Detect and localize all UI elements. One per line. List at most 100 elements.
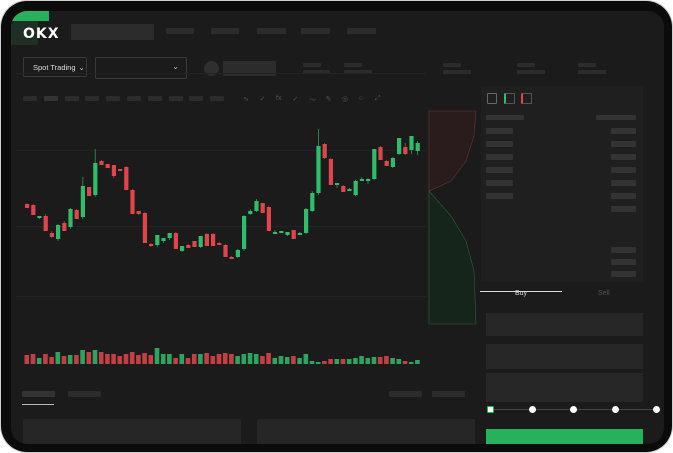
orderbook-bids-icon[interactable] (504, 93, 515, 104)
ask-price[interactable] (486, 128, 513, 134)
tab-open-orders[interactable] (22, 391, 55, 397)
candle-body (335, 183, 340, 185)
volume-bar (129, 352, 135, 364)
volume-bar (185, 358, 191, 364)
volume-bar (272, 358, 278, 364)
price-chart[interactable] (11, 11, 664, 444)
interval-button[interactable] (189, 96, 204, 101)
orderbook-asks-icon[interactable] (521, 93, 532, 104)
circle-icon[interactable]: ○ (358, 95, 363, 102)
candle-body (310, 193, 315, 211)
okx-logo[interactable]: OKX (23, 26, 60, 42)
volume-bar (123, 354, 129, 364)
total-input[interactable] (486, 373, 643, 402)
candle-body (273, 232, 278, 234)
interval-button[interactable] (127, 96, 141, 101)
bid-price[interactable] (11, 21, 38, 27)
tab-sell[interactable]: Sell (598, 290, 610, 297)
volume-bar (328, 359, 333, 364)
orders-card (257, 419, 475, 444)
price-input[interactable] (486, 313, 643, 336)
fx-icon[interactable]: fx (276, 95, 282, 102)
interval-button[interactable] (168, 96, 183, 101)
volume-bar (111, 354, 116, 364)
candle-body (242, 216, 247, 249)
slider-stop[interactable] (528, 406, 536, 413)
interval-button[interactable] (210, 96, 225, 101)
volume-bar (36, 358, 42, 364)
candle-body (279, 231, 284, 233)
bid-price[interactable] (11, 33, 38, 39)
buy-button[interactable] (486, 429, 643, 444)
ask-price[interactable] (486, 154, 513, 160)
ask-price[interactable] (486, 141, 513, 147)
candle-body (316, 146, 321, 193)
candle-body (260, 203, 265, 213)
volume-bar (365, 358, 371, 364)
candle-body (56, 225, 61, 239)
candle-wave-icon[interactable]: ∿ (243, 96, 249, 103)
stat-label (344, 63, 362, 67)
candle-body (211, 234, 216, 246)
interval-button[interactable] (147, 96, 162, 101)
volume-bar (30, 354, 36, 364)
ask-price[interactable] (486, 193, 513, 199)
ask-price[interactable] (486, 167, 513, 173)
orderbook-both-icon[interactable] (487, 93, 497, 104)
stat-label (303, 63, 321, 67)
ask-size (611, 141, 636, 147)
slider-stop[interactable] (653, 406, 660, 413)
check-icon[interactable]: ✓ (292, 96, 299, 103)
slider-stop[interactable] (570, 406, 577, 413)
active-tab-indicator (22, 404, 54, 405)
candle-body (359, 179, 364, 181)
candle-body (415, 143, 420, 151)
slider-handle[interactable] (487, 406, 494, 413)
nav-item[interactable] (166, 28, 194, 34)
interval-button[interactable] (23, 96, 37, 101)
filter-button[interactable] (432, 391, 465, 397)
interval-button[interactable] (106, 96, 121, 101)
volume-bar (408, 362, 414, 364)
candle-body (93, 163, 98, 195)
volume-bar (167, 354, 172, 364)
nav-item[interactable] (211, 28, 239, 34)
volume-bar (74, 355, 79, 364)
candle-body (173, 233, 178, 249)
pencil-icon[interactable]: ✎ (325, 96, 332, 103)
volume-bar (67, 355, 73, 364)
market-select[interactable]: Spot Trading ⌄ (23, 57, 87, 77)
filter-button[interactable] (389, 391, 422, 397)
interval-button[interactable] (64, 96, 79, 101)
nav-item[interactable] (347, 28, 376, 34)
volume-bar (284, 357, 290, 364)
volume-bar (136, 355, 141, 364)
line-icon[interactable]: 〜 (309, 97, 316, 104)
check-icon[interactable]: ✓ (259, 96, 266, 103)
volume-bar (117, 356, 123, 364)
ask-price[interactable] (486, 180, 513, 186)
ask-size (611, 193, 636, 199)
tab-order-history[interactable] (68, 391, 101, 397)
ask-size (611, 206, 636, 212)
orderbook-header (486, 115, 524, 120)
search-bar[interactable] (71, 24, 154, 40)
volume-bar (210, 356, 216, 364)
volume-bar (98, 352, 104, 364)
interval-button[interactable] (85, 96, 100, 101)
bid-price[interactable] (11, 39, 38, 45)
interval-button[interactable] (43, 96, 58, 101)
pair-select[interactable]: ⌄ (95, 57, 187, 79)
expand-icon[interactable]: ⤢ (375, 95, 381, 102)
target-icon[interactable]: ◎ (342, 96, 349, 103)
candle-body (372, 149, 377, 179)
candle-body (105, 164, 110, 168)
amount-input[interactable] (486, 344, 643, 369)
candle-body (397, 138, 402, 154)
nav-item[interactable] (301, 28, 330, 34)
tab-buy[interactable]: Buy (515, 290, 528, 297)
bid-price[interactable] (11, 27, 38, 33)
slider-stop[interactable] (611, 406, 619, 413)
nav-item[interactable] (257, 28, 286, 34)
candle-body (192, 241, 197, 247)
